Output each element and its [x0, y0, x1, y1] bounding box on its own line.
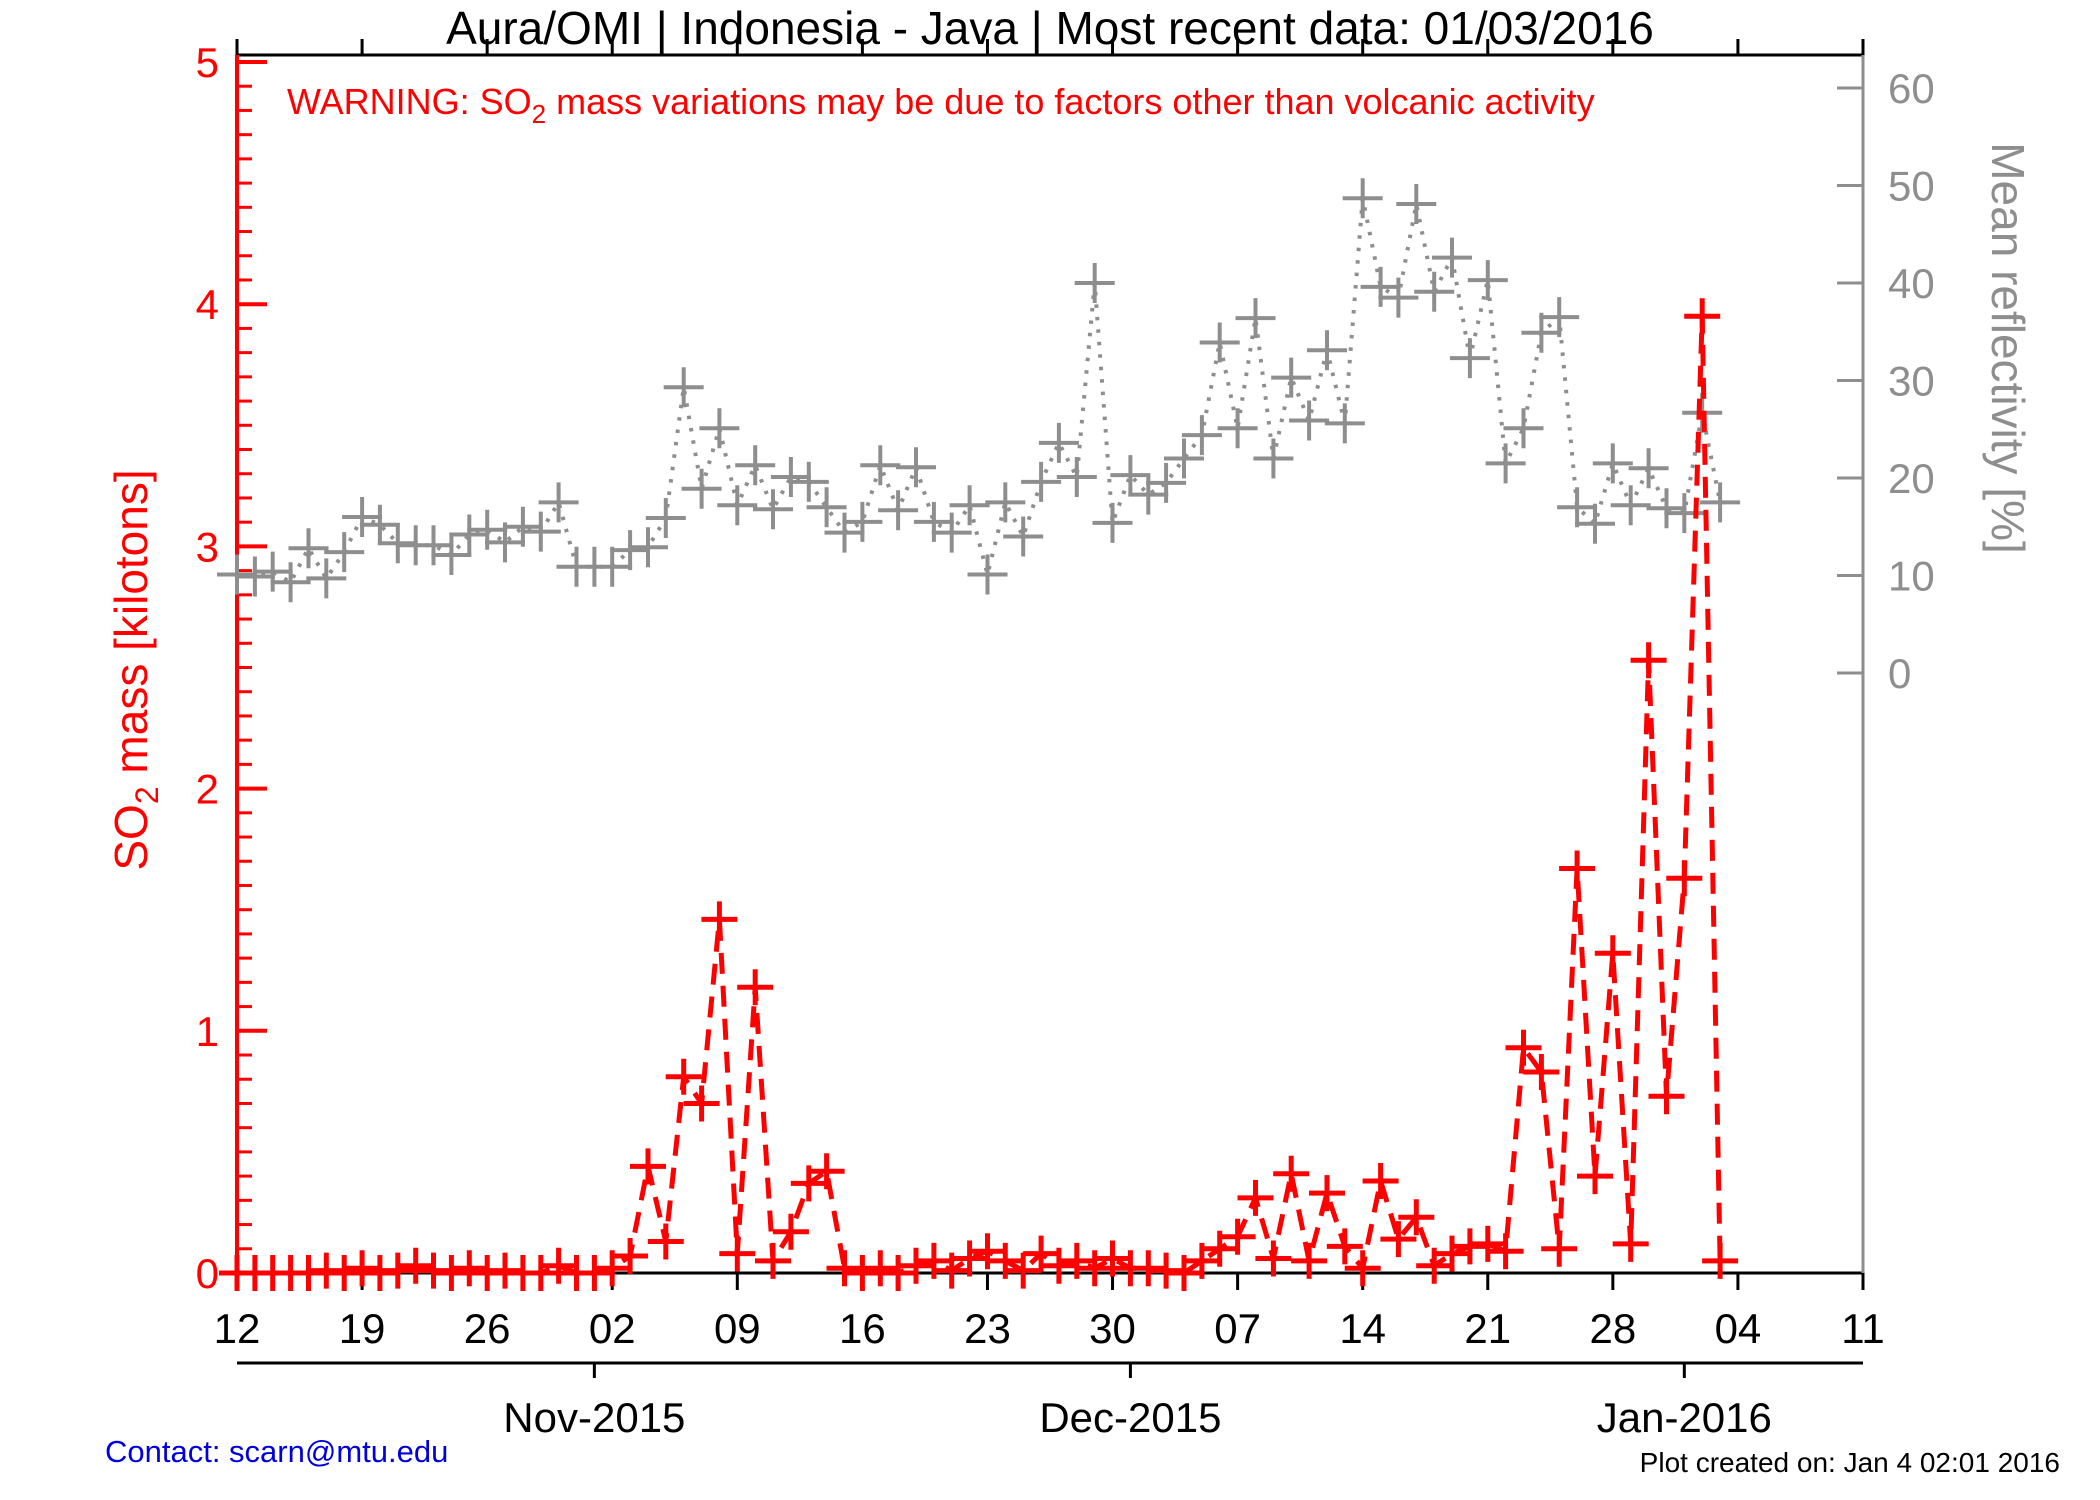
right-axis-title: Mean reflectivity [%] [1982, 142, 2034, 554]
week-tick-label: 23 [964, 1305, 1011, 1352]
warning-text: WARNING: SO2 mass variations may be due … [287, 81, 1595, 129]
right-tick-label: 50 [1888, 163, 1935, 210]
reflectivity-series-markers [217, 178, 1741, 603]
week-tick-label: 30 [1089, 1305, 1136, 1352]
left-tick-label: 0 [196, 1250, 219, 1297]
so2-series-line [237, 316, 1723, 1276]
week-tick-label: 12 [214, 1305, 261, 1352]
left-axis-title: SO2 mass [kilotons] [105, 469, 165, 870]
week-tick-label: 14 [1339, 1305, 1386, 1352]
right-tick-label: 30 [1888, 358, 1935, 405]
week-tick-label: 09 [714, 1305, 761, 1352]
right-tick-label: 60 [1888, 65, 1935, 112]
week-tick-label: 11 [1841, 1305, 1885, 1352]
week-tick-label: 26 [464, 1305, 511, 1352]
month-tick-label: Nov-2015 [503, 1394, 685, 1441]
month-tick-label: Dec-2015 [1039, 1394, 1221, 1441]
left-tick-label: 3 [196, 523, 219, 570]
so2-series-markers [219, 298, 1739, 1291]
right-tick-label: 20 [1888, 455, 1935, 502]
left-tick-label: 2 [196, 766, 219, 813]
week-tick-label: 04 [1715, 1305, 1762, 1352]
right-tick-label: 0 [1888, 650, 1911, 697]
left-tick-label: 1 [196, 1008, 219, 1055]
reflectivity-series-line [236, 197, 1723, 586]
week-tick-label: 19 [339, 1305, 386, 1352]
week-tick-label: 21 [1464, 1305, 1511, 1352]
left-tick-label: 4 [196, 281, 219, 328]
week-tick-label: 16 [839, 1305, 886, 1352]
contact-link[interactable]: Contact: scarn@mtu.edu [105, 1434, 448, 1469]
month-tick-label: Jan-2016 [1597, 1394, 1772, 1441]
week-tick-label: 28 [1589, 1305, 1636, 1352]
right-tick-label: 10 [1888, 553, 1935, 600]
right-tick-label: 40 [1888, 260, 1935, 307]
week-tick-label: 02 [589, 1305, 636, 1352]
chart-title: Aura/OMI | Indonesia - Java | Most recen… [446, 2, 1654, 54]
plot-created-timestamp: Plot created on: Jan 4 02:01 2016 [1640, 1447, 2060, 1478]
week-tick-label: 07 [1214, 1305, 1261, 1352]
left-tick-label: 5 [196, 39, 219, 86]
